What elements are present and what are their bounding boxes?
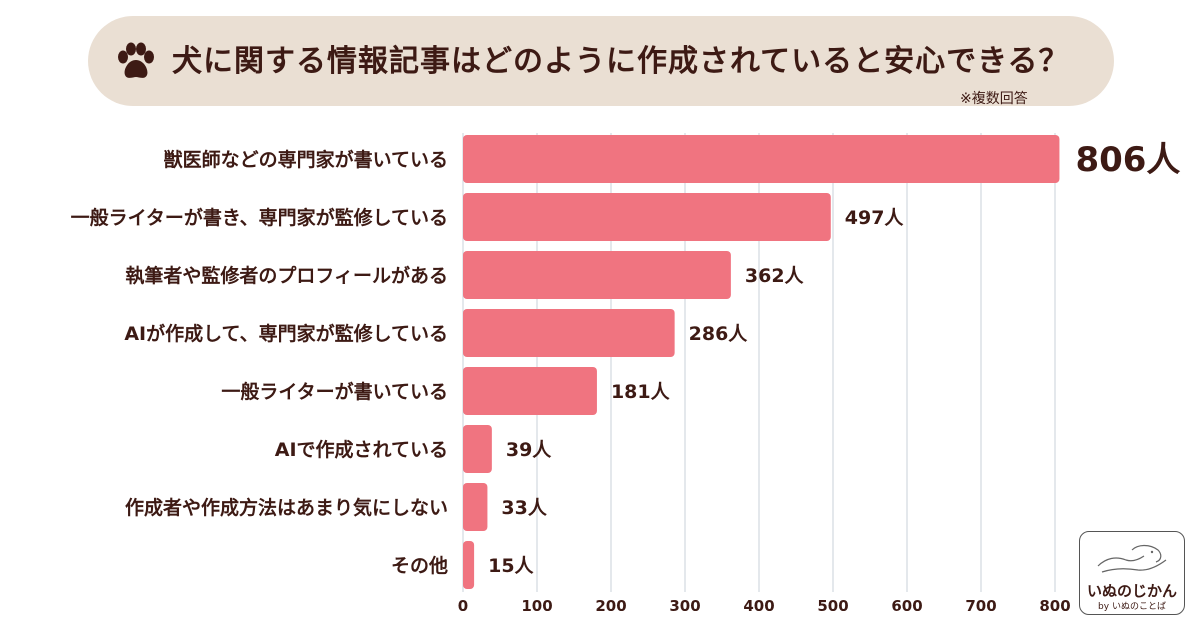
category-label: 作成者や作成方法はあまり気にしない: [125, 496, 448, 519]
bar: [463, 135, 1060, 183]
value-label: 286人: [689, 323, 749, 345]
x-tick-label: 100: [521, 597, 552, 615]
bar: [463, 425, 492, 473]
multiple-answer-note: ※複数回答: [960, 91, 1028, 107]
x-tick-label: 500: [817, 597, 848, 615]
title-banner: [88, 16, 1114, 106]
category-label: 執筆者や監修者のプロフィールがある: [125, 264, 448, 287]
brand-logo: いぬのじかん by いぬのことば: [1079, 531, 1185, 615]
bar: [463, 309, 675, 357]
bars: [463, 135, 1060, 589]
logo-subtitle: by いぬのことば: [1098, 602, 1166, 612]
bar: [463, 483, 488, 531]
bar: [463, 193, 831, 241]
value-label: 33人: [501, 497, 547, 519]
category-label: AIで作成されている: [275, 438, 448, 461]
value-label: 15人: [488, 555, 534, 577]
value-label: 497人: [845, 207, 905, 229]
value-label: 362人: [745, 265, 805, 287]
bar: [463, 541, 475, 589]
paw-icon: [118, 42, 154, 78]
value-labels: 806人 497人 362人 286人 181人 39人 33人 15人: [488, 140, 1180, 577]
value-label: 806人: [1075, 140, 1180, 180]
value-label: 181人: [611, 381, 671, 403]
logo-title: いぬのじかん: [1086, 582, 1177, 600]
category-label: 一般ライターが書いている: [221, 380, 448, 403]
category-label: その他: [391, 554, 448, 577]
x-tick-label: 700: [965, 597, 996, 615]
x-tick-label: 200: [595, 597, 626, 615]
category-label: 獣医師などの専門家が書いている: [164, 148, 448, 171]
value-label: 39人: [506, 439, 552, 461]
x-tick-label: 800: [1039, 597, 1070, 615]
bar: [463, 367, 597, 415]
hand-and-dog-icon: [1097, 544, 1167, 573]
category-label: 一般ライターが書き、専門家が監修している: [71, 206, 448, 229]
x-tick-label: 0: [458, 597, 468, 615]
category-label: AIが作成して、専門家が監修している: [124, 322, 448, 345]
chart-title: 犬に関する情報記事はどのように作成されていると安心できる？: [172, 44, 1070, 79]
bar: [463, 251, 731, 299]
x-tick-label: 300: [669, 597, 700, 615]
x-tick-label: 600: [891, 597, 922, 615]
x-axis-ticks: 0 100 200 300 400 500 600 700 800: [458, 597, 1071, 615]
category-labels: 獣医師などの専門家が書いている一般ライターが書き、専門家が監修している執筆者や監…: [71, 148, 448, 577]
x-tick-label: 400: [743, 597, 774, 615]
